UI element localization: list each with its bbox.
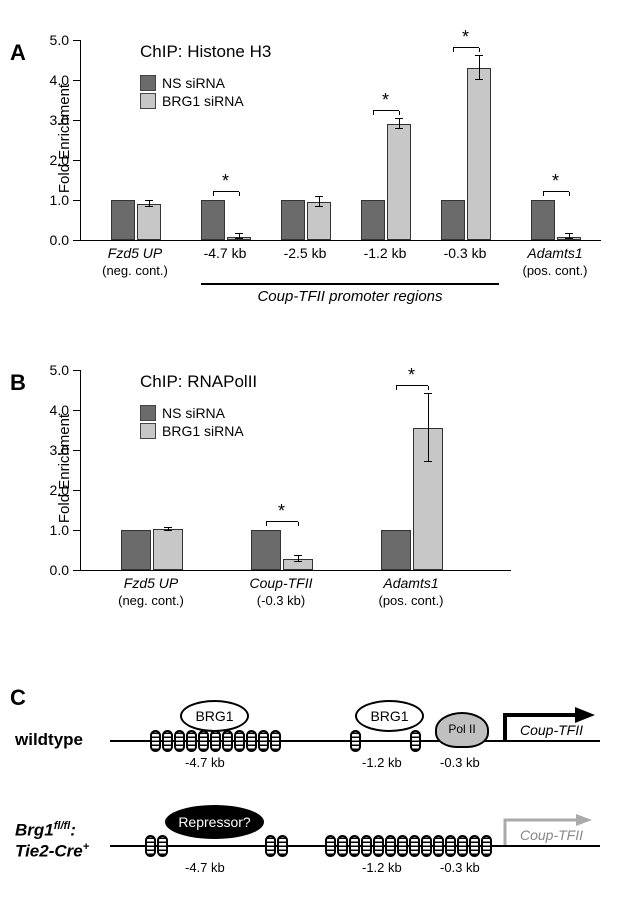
panel-b: B ChIP: RNAPolII Fold Enrichment 0.01.02… [10, 370, 624, 660]
legend-item-ns: NS siRNA [140, 75, 244, 91]
nucleosome-icon [246, 730, 257, 752]
nucleosome-icon [469, 835, 480, 857]
nucleosome-icon [350, 730, 361, 752]
brg1-oval-2: BRG1 [355, 700, 424, 732]
legend-box-ns [140, 405, 156, 421]
nucleosome-icon [445, 835, 456, 857]
nucleosome-icon [277, 835, 288, 857]
panel-a: A ChIP: Histone H3 Fold Enrichment 0.01.… [10, 40, 624, 340]
gene-label-wt: Coup-TFII [520, 722, 583, 738]
bar-ns [531, 200, 555, 240]
panel-a-chart: ChIP: Histone H3 Fold Enrichment 0.01.02… [80, 40, 624, 241]
pos-47-mut: -4.7 kb [185, 860, 225, 875]
legend-box-brg1 [140, 423, 156, 439]
legend-box-brg1 [140, 93, 156, 109]
wildtype-label: wildtype [15, 730, 83, 750]
bar-ns [111, 200, 135, 240]
nucleosome-icon [174, 730, 185, 752]
legend-label-brg1: BRG1 siRNA [162, 423, 244, 439]
legend-label-ns: NS siRNA [162, 405, 225, 421]
nucleosome-icon [210, 730, 221, 752]
pos-03-mut: -0.3 kb [440, 860, 480, 875]
bar-brg1 [467, 68, 491, 240]
pol2-text: Pol II [448, 722, 475, 736]
legend-label-ns: NS siRNA [162, 75, 225, 91]
nucleosome-icon [145, 835, 156, 857]
nucleosome-icon [410, 730, 421, 752]
nucleosome-icon [157, 835, 168, 857]
repressor-oval: Repressor? [165, 805, 264, 839]
brg1-oval-1: BRG1 [180, 700, 249, 732]
nucleosome-icon [186, 730, 197, 752]
nucleosome-icon [265, 835, 276, 857]
nucleosome-icon [150, 730, 161, 752]
panel-a-plot-area: 0.01.02.03.04.05.0Fzd5 UP(neg. cont.)*-4… [80, 40, 601, 241]
legend-item-brg1: BRG1 siRNA [140, 93, 244, 109]
nucleosome-icon [270, 730, 281, 752]
bar-ns [361, 200, 385, 240]
legend-box-ns [140, 75, 156, 91]
panel-c: C wildtype BRG1 BRG1 Pol II Coup-TFII -4… [10, 690, 624, 910]
nucleosome-icon [337, 835, 348, 857]
bar-ns [281, 200, 305, 240]
nucleosome-icon [222, 730, 233, 752]
panel-b-chart: ChIP: RNAPolII Fold Enrichment 0.01.02.0… [80, 370, 624, 571]
bar-brg1 [307, 202, 331, 240]
panel-a-legend: NS siRNA BRG1 siRNA [140, 75, 244, 111]
gene-label-mut: Coup-TFII [520, 827, 583, 843]
nucleosome-icon [421, 835, 432, 857]
bar-brg1 [387, 124, 411, 240]
panel-b-plot-area: 0.01.02.03.04.05.0Fzd5 UP(neg. cont.)*Co… [80, 370, 511, 571]
bar-ns [381, 530, 411, 570]
nucleosome-icon [349, 835, 360, 857]
bar-ns [121, 530, 151, 570]
bar-brg1 [137, 204, 161, 240]
brg1-text-2: BRG1 [370, 708, 408, 724]
legend-label-brg1: BRG1 siRNA [162, 93, 244, 109]
panel-c-label: C [10, 685, 26, 711]
nucleosome-icon [433, 835, 444, 857]
nucleosome-icon [409, 835, 420, 857]
legend-item-ns: NS siRNA [140, 405, 244, 421]
nucleosome-icon [258, 730, 269, 752]
brg1-text-1: BRG1 [195, 708, 233, 724]
panel-b-label: B [10, 370, 26, 396]
nucleosome-icon [373, 835, 384, 857]
nucleosome-icon [361, 835, 372, 857]
pos-47-wt: -4.7 kb [185, 755, 225, 770]
legend-item-brg1: BRG1 siRNA [140, 423, 244, 439]
nucleosome-icon [397, 835, 408, 857]
bar-ns [441, 200, 465, 240]
nucleosome-icon [162, 730, 173, 752]
pol2-shape: Pol II [435, 712, 489, 748]
pos-12-mut: -1.2 kb [362, 860, 402, 875]
repressor-text: Repressor? [178, 814, 250, 830]
bar-ns [251, 530, 281, 570]
pos-03-wt: -0.3 kb [440, 755, 480, 770]
nucleosome-icon [481, 835, 492, 857]
nucleosome-icon [325, 835, 336, 857]
panel-b-legend: NS siRNA BRG1 siRNA [140, 405, 244, 441]
panel-b-ylabel: Fold Enrichment [56, 414, 73, 523]
pos-12-wt: -1.2 kb [362, 755, 402, 770]
nucleosome-icon [457, 835, 468, 857]
nucleosome-icon [198, 730, 209, 752]
figure: A ChIP: Histone H3 Fold Enrichment 0.01.… [10, 40, 624, 910]
bar-ns [201, 200, 225, 240]
panel-a-ylabel: Fold Enrichment [56, 84, 73, 193]
bar-brg1 [153, 529, 183, 570]
nucleosome-icon [234, 730, 245, 752]
mutant-label: Brg1fl/fl:Tie2-Cre+ [15, 820, 89, 861]
nucleosome-icon [385, 835, 396, 857]
panel-a-label: A [10, 40, 26, 66]
